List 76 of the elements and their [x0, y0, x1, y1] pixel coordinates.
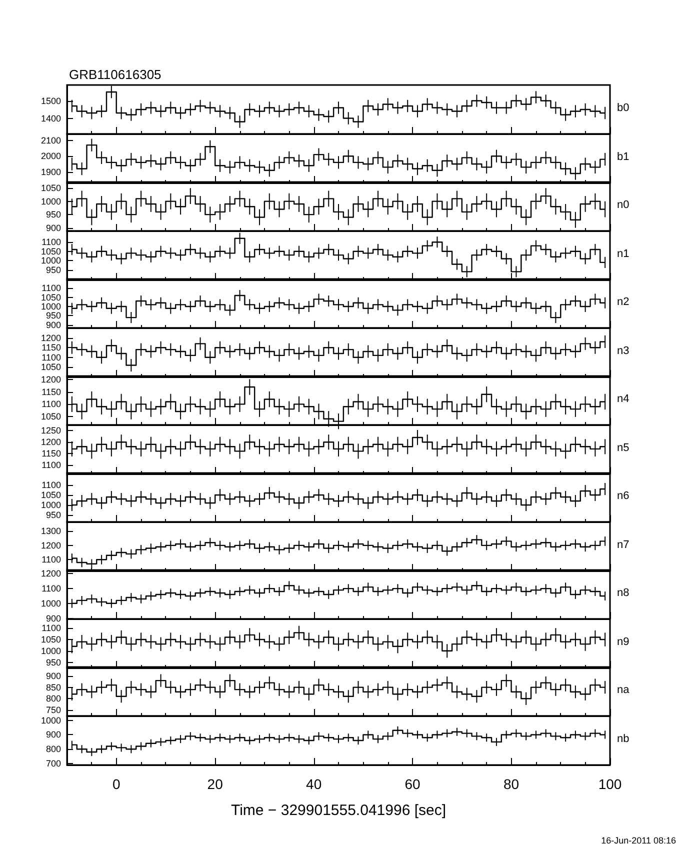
y-tick-label: 900 — [46, 729, 61, 740]
text: n3 — [617, 344, 630, 356]
x-tick-label: 20 — [207, 776, 224, 792]
text: n7 — [617, 538, 630, 550]
y-tick-label: 1000 — [40, 645, 61, 656]
y-tick-label: 1100 — [42, 622, 61, 633]
chart-title: GRB110616305 — [69, 67, 162, 82]
text: 16-Jun-2011 08:16 — [601, 835, 676, 845]
y-tick-label: 1250 — [40, 425, 61, 436]
text: n0 — [617, 198, 630, 211]
y-tick-label: 900 — [46, 613, 61, 624]
y-tick-label: 1000 — [40, 500, 61, 510]
text: n4 — [617, 392, 630, 405]
y-tick-label: 1200 — [40, 568, 61, 579]
y-tick-label: 950 — [46, 656, 61, 667]
y-tick-label: 1150 — [42, 448, 61, 458]
y-tick-label: 1100 — [42, 399, 61, 410]
y-tick-label: 950 — [46, 264, 61, 274]
y-tick-label: 1100 — [42, 459, 61, 470]
y-tick-label: 1200 — [40, 436, 61, 447]
y-tick-label: 800 — [46, 694, 61, 704]
text: n1 — [617, 247, 630, 260]
y-tick-label: 1100 — [42, 554, 61, 564]
text: n9 — [617, 635, 630, 648]
y-tick-label: 1400 — [40, 113, 61, 124]
y-tick-label: 1100 — [42, 236, 61, 247]
y-tick-label: 2000 — [40, 150, 61, 161]
text: b0 — [617, 102, 630, 114]
text: n2 — [617, 296, 630, 308]
x-tick-label: 40 — [306, 776, 322, 792]
y-tick-label: 900 — [46, 222, 61, 233]
x-tick-label: 100 — [598, 776, 622, 792]
x-tick-label: 0 — [112, 776, 120, 792]
x-axis-title: Time − 329901555.041996 [sec] — [230, 802, 446, 818]
y-tick-label: 1100 — [42, 584, 61, 594]
y-tick-label: 2100 — [40, 134, 61, 145]
text: b1 — [617, 150, 630, 162]
y-tick-label: 1050 — [40, 292, 61, 302]
y-tick-label: 1000 — [40, 714, 61, 725]
y-tick-label: 1000 — [40, 302, 61, 312]
text: nb — [617, 732, 630, 744]
y-tick-label: 800 — [46, 744, 61, 754]
y-tick-label: 1500 — [40, 96, 61, 106]
y-tick-label: 1000 — [40, 255, 61, 266]
y-tick-label: 900 — [46, 320, 61, 330]
y-tick-label: 1100 — [42, 352, 61, 362]
y-tick-label: 1200 — [40, 332, 61, 342]
y-tick-label: 1200 — [40, 374, 61, 385]
y-tick-label: 1150 — [42, 386, 61, 397]
text: n5 — [617, 441, 630, 454]
y-tick-label: 950 — [46, 510, 61, 520]
y-tick-label: 700 — [46, 758, 61, 768]
y-tick-label: 950 — [46, 210, 61, 220]
y-tick-label: 1050 — [40, 411, 61, 422]
y-tick-label: 1000 — [40, 196, 61, 206]
x-tick-label: 80 — [503, 776, 520, 792]
text: na — [617, 684, 630, 696]
y-tick-label: 1100 — [42, 480, 61, 490]
y-tick-label: 1050 — [40, 634, 61, 644]
y-tick-label: 850 — [46, 682, 61, 692]
y-tick-label: 1050 — [40, 362, 61, 372]
y-tick-label: 1050 — [40, 490, 61, 500]
text: n8 — [617, 586, 630, 599]
y-tick-label: 1050 — [40, 183, 61, 194]
y-tick-label: 1100 — [42, 283, 61, 294]
y-tick-label: 1300 — [40, 526, 61, 536]
y-tick-label: 950 — [46, 310, 61, 321]
y-tick-label: 1200 — [40, 540, 61, 550]
y-tick-label: 1000 — [40, 598, 61, 608]
y-tick-label: 750 — [46, 704, 61, 715]
y-tick-label: 900 — [46, 671, 61, 682]
text: n6 — [617, 490, 630, 502]
y-tick-label: 1900 — [40, 166, 61, 176]
x-tick-label: 60 — [404, 776, 421, 792]
y-tick-label: 1050 — [40, 246, 61, 256]
y-tick-label: 1150 — [42, 342, 61, 352]
